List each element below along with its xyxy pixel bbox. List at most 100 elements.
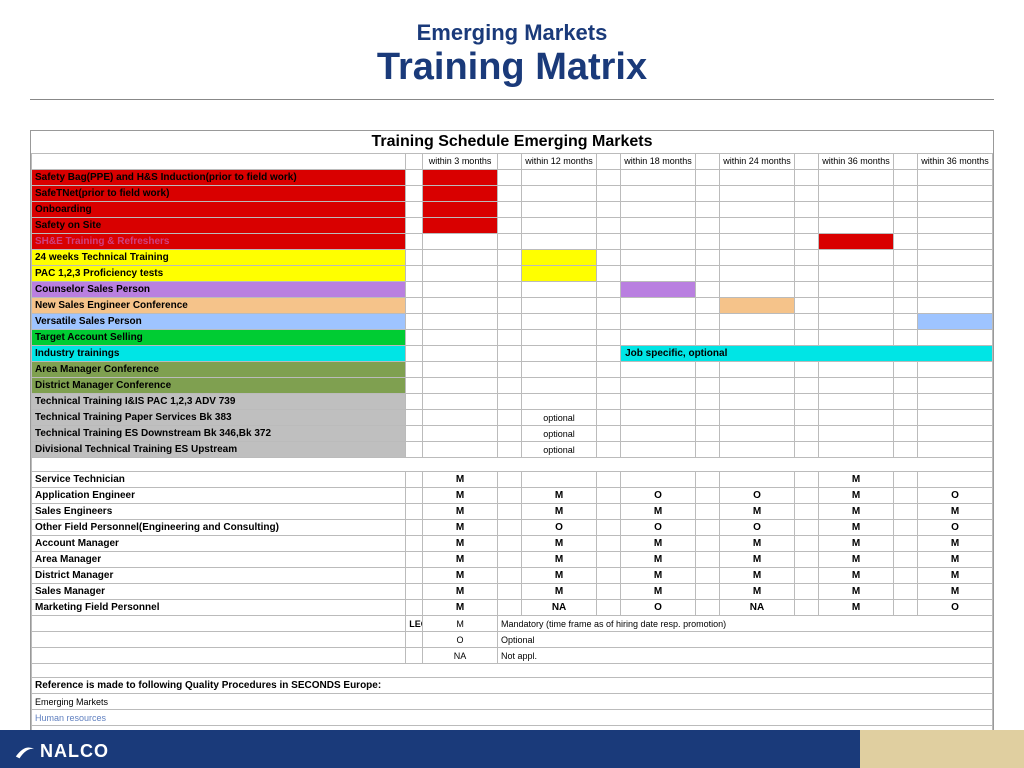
training-cell bbox=[918, 410, 993, 426]
role-value: M bbox=[819, 520, 894, 536]
role-row: Marketing Field PersonnelMNAONAMO bbox=[32, 600, 993, 616]
training-cell bbox=[423, 266, 498, 282]
training-cell bbox=[819, 170, 894, 186]
training-cell bbox=[918, 234, 993, 250]
training-label: Area Manager Conference bbox=[32, 362, 406, 378]
training-cell bbox=[621, 282, 696, 298]
training-row: Versatile Sales Person bbox=[32, 314, 993, 330]
training-label: Technical Training Paper Services Bk 383 bbox=[32, 410, 406, 426]
role-row: Area ManagerMMMMMM bbox=[32, 552, 993, 568]
reference-text: Reference is made to following Quality P… bbox=[32, 678, 993, 694]
title-subtitle: Emerging Markets bbox=[0, 20, 1024, 46]
training-row: 24 weeks Technical Training bbox=[32, 250, 993, 266]
training-cell bbox=[522, 346, 597, 362]
legend-row: OOptional bbox=[32, 632, 993, 648]
training-label: Safety Bag(PPE) and H&S Induction(prior … bbox=[32, 170, 406, 186]
training-cell bbox=[423, 186, 498, 202]
sheet-title: Training Schedule Emerging Markets bbox=[31, 131, 993, 153]
role-value: NA bbox=[720, 600, 795, 616]
training-cell bbox=[918, 378, 993, 394]
training-matrix-sheet: Training Schedule Emerging Markets withi… bbox=[30, 130, 994, 743]
training-cell bbox=[522, 170, 597, 186]
training-cell bbox=[819, 282, 894, 298]
training-cell bbox=[423, 346, 498, 362]
training-cell bbox=[423, 330, 498, 346]
training-cell bbox=[819, 442, 894, 458]
role-value bbox=[720, 472, 795, 488]
role-value: O bbox=[621, 600, 696, 616]
training-label: SH&E Training & Refreshers bbox=[32, 234, 406, 250]
training-label: 24 weeks Technical Training bbox=[32, 250, 406, 266]
training-label: Counselor Sales Person bbox=[32, 282, 406, 298]
training-cell bbox=[819, 362, 894, 378]
training-label: Technical Training I&IS PAC 1,2,3 ADV 73… bbox=[32, 394, 406, 410]
training-cell bbox=[720, 442, 795, 458]
training-cell bbox=[621, 266, 696, 282]
training-cell bbox=[918, 298, 993, 314]
role-value: M bbox=[819, 488, 894, 504]
training-label: Target Account Selling bbox=[32, 330, 406, 346]
legend-row: LEGENDMMandatory (time frame as of hirin… bbox=[32, 616, 993, 632]
role-label: Other Field Personnel(Engineering and Co… bbox=[32, 520, 406, 536]
footer-accent bbox=[934, 730, 1024, 768]
training-cell bbox=[720, 410, 795, 426]
role-row: Other Field Personnel(Engineering and Co… bbox=[32, 520, 993, 536]
training-cell bbox=[819, 426, 894, 442]
training-cell bbox=[720, 378, 795, 394]
training-cell bbox=[918, 186, 993, 202]
reference-item: Human resources bbox=[32, 710, 993, 726]
role-value: M bbox=[423, 552, 498, 568]
legend-key: O bbox=[423, 632, 498, 648]
spacer-row bbox=[32, 458, 993, 472]
role-label: Account Manager bbox=[32, 536, 406, 552]
role-value: M bbox=[720, 536, 795, 552]
training-row: Industry trainingsJob specific, optional bbox=[32, 346, 993, 362]
training-cell bbox=[819, 250, 894, 266]
training-cell bbox=[819, 202, 894, 218]
training-cell bbox=[819, 186, 894, 202]
role-value: M bbox=[918, 584, 993, 600]
training-cell bbox=[621, 314, 696, 330]
legend-title bbox=[406, 648, 423, 664]
training-cell bbox=[720, 426, 795, 442]
footer-bar bbox=[0, 730, 860, 768]
training-cell bbox=[522, 394, 597, 410]
training-cell bbox=[621, 298, 696, 314]
logo-swoosh-icon bbox=[14, 740, 36, 762]
training-cell bbox=[423, 442, 498, 458]
training-cell bbox=[918, 218, 993, 234]
role-value: M bbox=[918, 504, 993, 520]
role-value: M bbox=[423, 568, 498, 584]
training-cell bbox=[423, 218, 498, 234]
training-cell bbox=[819, 298, 894, 314]
title-divider bbox=[30, 99, 994, 100]
title-main: Training Matrix bbox=[0, 46, 1024, 89]
role-value bbox=[621, 472, 696, 488]
training-cell bbox=[621, 250, 696, 266]
training-matrix-table: within 3 months within 12 months within … bbox=[31, 153, 993, 742]
training-cell bbox=[621, 170, 696, 186]
training-cell bbox=[522, 314, 597, 330]
col-header: within 12 months bbox=[522, 154, 597, 170]
training-cell bbox=[522, 202, 597, 218]
training-cell bbox=[621, 378, 696, 394]
role-label: Sales Manager bbox=[32, 584, 406, 600]
training-cell bbox=[423, 314, 498, 330]
legend-title bbox=[406, 632, 423, 648]
role-row: Sales ManagerMMMMMM bbox=[32, 584, 993, 600]
training-cell bbox=[621, 202, 696, 218]
training-cell bbox=[720, 330, 795, 346]
training-label: PAC 1,2,3 Proficiency tests bbox=[32, 266, 406, 282]
training-cell bbox=[423, 298, 498, 314]
role-label: Service Technician bbox=[32, 472, 406, 488]
training-label: New Sales Engineer Conference bbox=[32, 298, 406, 314]
training-cell bbox=[423, 282, 498, 298]
training-cell bbox=[819, 410, 894, 426]
training-cell bbox=[918, 266, 993, 282]
training-cell bbox=[918, 202, 993, 218]
role-value: O bbox=[720, 520, 795, 536]
training-cell bbox=[522, 234, 597, 250]
training-row: Safety Bag(PPE) and H&S Induction(prior … bbox=[32, 170, 993, 186]
training-label: Industry trainings bbox=[32, 346, 406, 362]
training-cell bbox=[621, 362, 696, 378]
